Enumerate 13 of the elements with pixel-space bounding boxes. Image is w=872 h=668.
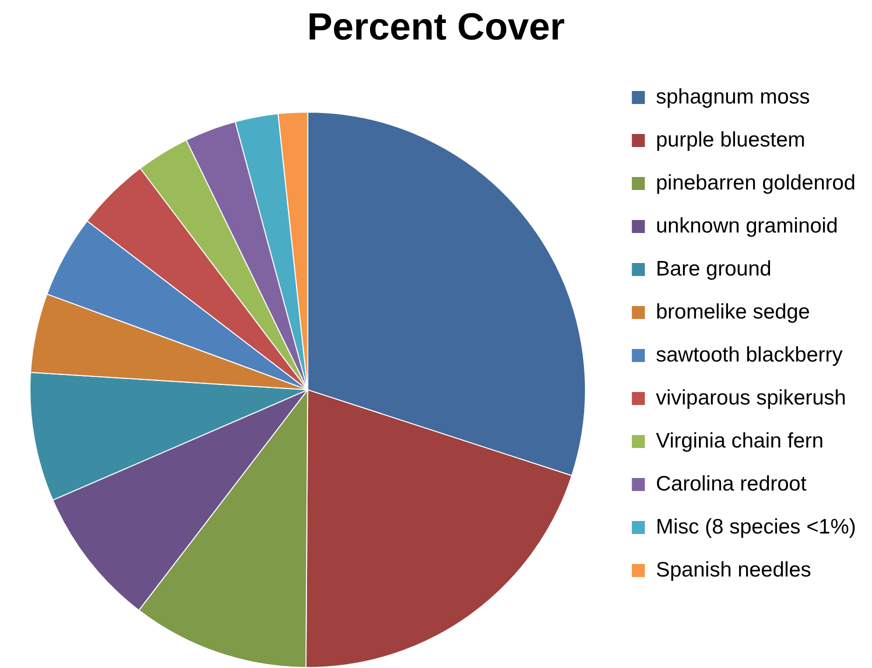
legend-label: Virginia chain fern — [656, 429, 824, 452]
legend-label: Bare ground — [656, 257, 772, 280]
chart-title: Percent Cover — [307, 6, 566, 48]
legend-label: pinebarren goldenrod — [656, 171, 856, 194]
legend-label: sawtooth blackberry — [656, 343, 844, 366]
legend-label: sphagnum moss — [656, 85, 810, 108]
legend-label: unknown graminoid — [656, 214, 838, 238]
legend-label: purple bluestem — [656, 128, 806, 152]
legend-label: Spanish needles — [656, 558, 812, 582]
legend-label: bromelike sedge — [656, 300, 810, 324]
legend-label: viviparous spikerush — [656, 386, 846, 410]
legend-label: Misc (8 species <1%) — [656, 515, 856, 538]
legend-label: Carolina redroot — [656, 472, 807, 496]
